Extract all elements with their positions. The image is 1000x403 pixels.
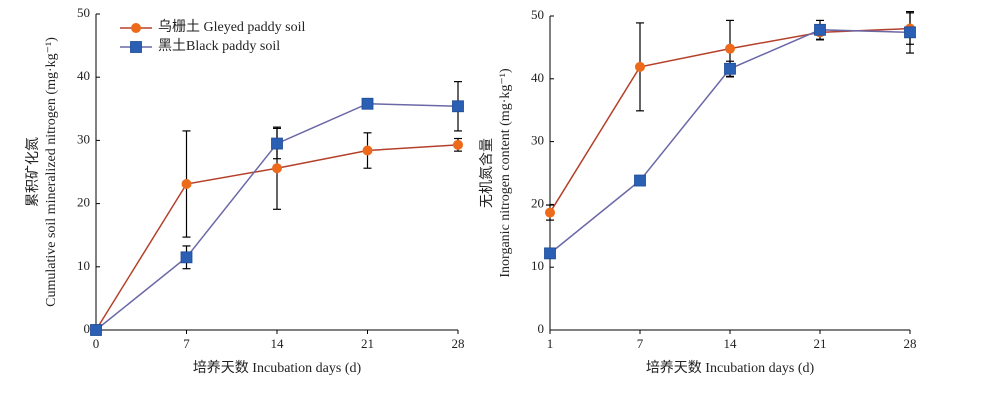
y-tick-label: 20 <box>77 195 90 210</box>
y-tick-label: 10 <box>77 258 90 273</box>
marker <box>814 23 826 36</box>
x-tick-label: 14 <box>724 336 738 351</box>
y-tick-label: 0 <box>538 321 545 336</box>
y-tick-label: 30 <box>77 131 90 146</box>
x-tick-label: 21 <box>361 336 374 351</box>
x-tick-label: 21 <box>814 336 827 351</box>
y-tick-label: 0 <box>84 321 91 336</box>
marker <box>724 62 736 75</box>
legend-label: 乌栅土 Gleyed paddy soil <box>158 19 305 35</box>
x-tick-label: 7 <box>183 336 190 351</box>
marker <box>180 251 193 264</box>
y-axis-label: Inorganic nitrogen content (mg·kg⁻¹) <box>498 68 513 278</box>
x-tick-label: 14 <box>271 336 285 351</box>
y-tick-label: 50 <box>531 7 544 22</box>
marker <box>362 145 373 156</box>
y-axis-label: 累积矿化氮 <box>25 137 41 207</box>
x-axis-label: 培养天数 Incubation days (d) <box>193 360 362 376</box>
y-tick-label: 10 <box>531 258 544 273</box>
marker <box>453 139 463 150</box>
x-tick-label: 7 <box>637 336 644 351</box>
x-tick-label: 28 <box>452 336 465 351</box>
y-tick-label: 20 <box>531 195 544 210</box>
x-tick-label: 0 <box>93 336 100 351</box>
y-tick-label: 40 <box>77 68 90 83</box>
marker <box>904 26 916 39</box>
marker <box>271 137 283 150</box>
y-tick-label: 40 <box>531 70 544 85</box>
y-tick-label: 30 <box>531 133 544 148</box>
y-axis-label: Cumulative soil mineralized nitrogen (mg… <box>44 37 59 307</box>
legend-label: 黑土Black paddy soil <box>158 38 280 54</box>
marker <box>90 324 102 336</box>
marker <box>544 247 556 260</box>
marker <box>272 163 282 174</box>
marker <box>725 43 735 54</box>
x-axis-label: 培养天数 Incubation days (d) <box>646 360 815 376</box>
marker <box>131 23 141 33</box>
x-tick-label: 28 <box>904 336 917 351</box>
marker <box>452 100 464 113</box>
marker <box>634 174 646 187</box>
marker <box>361 97 374 110</box>
y-axis-label: 无机氮含量 <box>479 138 495 208</box>
marker <box>635 61 645 72</box>
x-tick-label: 1 <box>547 336 554 351</box>
marker <box>545 207 555 218</box>
y-tick-label: 50 <box>77 5 90 20</box>
marker <box>181 179 192 190</box>
marker <box>130 41 142 53</box>
